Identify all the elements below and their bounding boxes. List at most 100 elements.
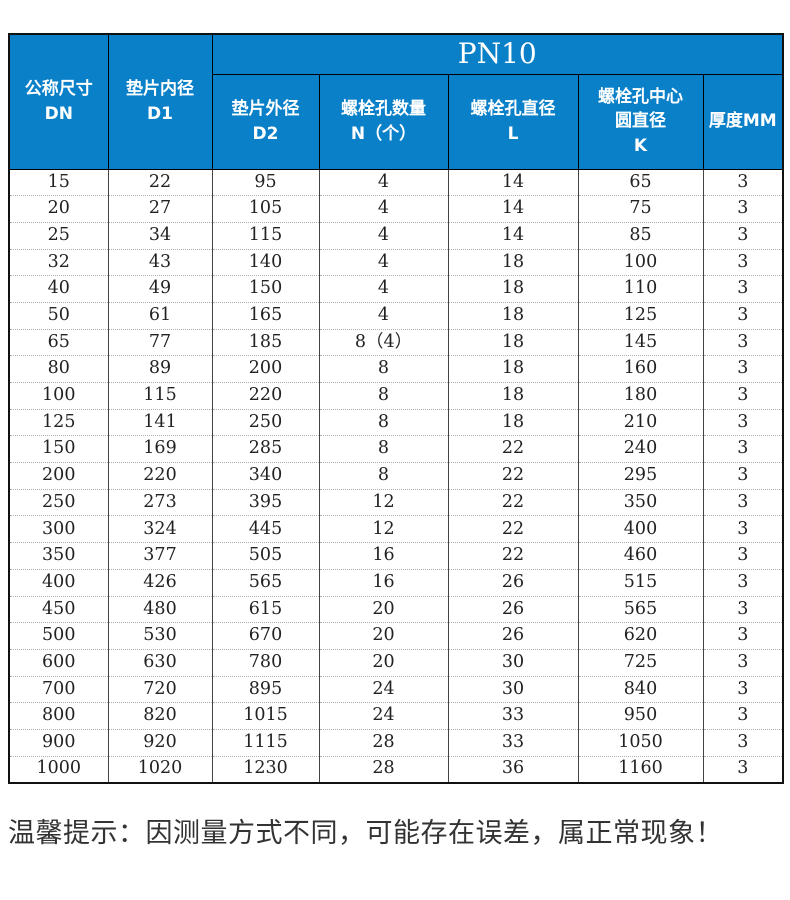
table-cell: 150 [8,435,109,463]
table-cell: 145 [577,328,704,356]
table-row: 350 377 505 16 22 460 3 [8,542,784,570]
table-row: 32 43 140 4 18 100 3 [8,248,784,276]
table-cell: 22 [447,462,579,490]
table-cell: 95 [211,168,320,196]
table-row: 125 141 250 8 18 210 3 [8,408,784,436]
table-cell: 4 [318,195,449,223]
table-cell: 3 [702,462,784,490]
table-cell: 28 [318,728,449,757]
table-row: 600 630 780 20 30 725 3 [8,648,784,677]
table-cell: 500 [8,622,109,650]
table-cell: 900 [8,728,109,757]
table-row: 50 61 165 4 18 125 3 [8,301,784,330]
table-cell: 200 [211,355,320,383]
table-row: 25 34 115 4 14 85 3 [8,221,784,250]
table-cell: 16 [318,568,449,596]
table-cell: 3 [702,382,784,410]
table-cell: 600 [8,648,109,677]
table-row: 80 89 200 8 18 160 3 [8,355,784,383]
table-cell: 3 [702,702,784,730]
table-row: 100 115 220 8 18 180 3 [8,382,784,410]
table-cell: 140 [211,248,320,276]
table-cell: 141 [107,408,213,436]
table-cell: 200 [8,462,109,490]
table-cell: 65 [577,168,704,196]
col-header-bolt-hole-diameter-l: 螺栓孔直径 L [447,73,579,170]
table-cell: 89 [107,355,213,383]
table-cell: 18 [447,355,579,383]
table-cell: 445 [211,515,320,543]
table-cell: 30 [447,675,579,703]
table-cell: 18 [447,248,579,276]
table-row: 500 530 670 20 26 620 3 [8,622,784,650]
table-cell: 4 [318,301,449,330]
note-text: 温馨提示：因测量方式不同，可能存在误差，属正常现象！ [8,817,723,849]
table-cell: 18 [447,382,579,410]
table-cell: 3 [702,275,784,303]
table-cell: 24 [318,675,449,703]
table-cell: 15 [8,168,109,196]
table-cell: 670 [211,622,320,650]
table-cell: 4 [318,248,449,276]
table-cell: 8 [318,355,449,383]
table-cell: 100 [577,248,704,276]
table-cell: 65 [8,328,109,356]
table-cell: 8（4） [318,328,449,356]
table-row: 40 49 150 4 18 110 3 [8,275,784,303]
table-cell: 80 [8,355,109,383]
table-cell: 30 [447,648,579,677]
table-row: 65 77 185 8（4） 18 145 3 [8,328,784,356]
table-cell: 620 [577,622,704,650]
table-cell: 33 [447,728,579,757]
table-cell: 340 [211,462,320,490]
table-row: 800 820 1015 24 33 950 3 [8,702,784,730]
table-cell: 4 [318,221,449,250]
table-cell: 160 [577,355,704,383]
table-cell: 1115 [211,728,320,757]
table-cell: 22 [447,515,579,543]
table-cell: 43 [107,248,213,276]
table-cell: 75 [577,195,704,223]
table-cell: 3 [702,195,784,223]
table-cell: 250 [211,408,320,436]
table-row: 250 273 395 12 22 350 3 [8,488,784,516]
table-cell: 3 [702,488,784,516]
table-cell: 4 [318,275,449,303]
table-cell: 780 [211,648,320,677]
col-header-bolt-circle-diameter-k: 螺栓孔中心 圆直径 K [577,73,704,170]
table-cell: 33 [447,702,579,730]
table-cell: 110 [577,275,704,303]
table-cell: 26 [447,622,579,650]
table-cell: 3 [702,675,784,703]
table-cell: 100 [8,382,109,410]
table-cell: 3 [702,168,784,196]
table-cell: 49 [107,275,213,303]
table-cell: 630 [107,648,213,677]
table-cell: 18 [447,275,579,303]
table-cell: 20 [318,648,449,677]
table-cell: 8 [318,435,449,463]
table-cell: 3 [702,755,784,783]
table-cell: 22 [447,488,579,516]
table-cell: 450 [8,595,109,623]
table-cell: 8 [318,382,449,410]
table-cell: 1230 [211,755,320,783]
table-cell: 61 [107,301,213,330]
table-cell: 22 [107,168,213,196]
table-cell: 1050 [577,728,704,757]
table-cell: 18 [447,408,579,436]
table-cell: 165 [211,301,320,330]
table-cell: 220 [107,462,213,490]
table-cell: 3 [702,648,784,677]
table-cell: 3 [702,248,784,276]
table-row: 700 720 895 24 30 840 3 [8,675,784,703]
table-cell: 3 [702,328,784,356]
table-row: 450 480 615 20 26 565 3 [8,595,784,623]
table-cell: 350 [577,488,704,516]
table-cell: 210 [577,408,704,436]
table-cell: 895 [211,675,320,703]
table-cell: 77 [107,328,213,356]
table-cell: 820 [107,702,213,730]
table-cell: 3 [702,622,784,650]
table-cell: 3 [702,728,784,757]
